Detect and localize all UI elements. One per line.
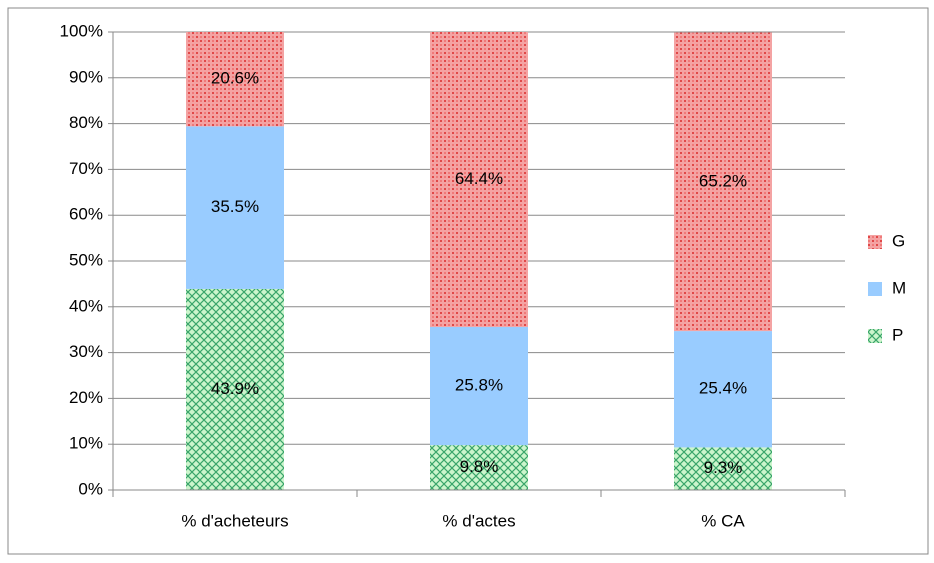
- y-tick-label: 70%: [69, 159, 103, 178]
- bar-segment: [674, 331, 772, 448]
- y-tick-label: 50%: [69, 250, 103, 269]
- bar-segment: [430, 32, 528, 327]
- legend-swatch: [868, 282, 882, 296]
- x-tick-label: % d'acheteurs: [181, 511, 288, 530]
- bar-segment: [430, 445, 528, 490]
- y-tick-label: 100%: [60, 21, 103, 40]
- data-label: 64.4%: [455, 169, 503, 188]
- data-label: 9.3%: [704, 458, 743, 477]
- x-tick-label: % d'actes: [442, 511, 515, 530]
- y-tick-label: 40%: [69, 296, 103, 315]
- legend-swatch: [868, 235, 882, 249]
- data-label: 65.2%: [699, 171, 747, 190]
- y-tick-label: 30%: [69, 342, 103, 361]
- data-label: 25.8%: [455, 376, 503, 395]
- y-tick-label: 0%: [78, 479, 103, 498]
- bar-segment: [186, 32, 284, 127]
- legend-label: M: [892, 278, 906, 297]
- x-tick-label: % CA: [701, 511, 745, 530]
- y-tick-label: 60%: [69, 205, 103, 224]
- y-tick-label: 20%: [69, 388, 103, 407]
- legend-label: P: [892, 325, 903, 344]
- y-tick-label: 80%: [69, 113, 103, 132]
- data-label: 9.8%: [460, 457, 499, 476]
- data-label: 35.5%: [211, 197, 259, 216]
- data-label: 25.4%: [699, 379, 747, 398]
- legend-swatch: [868, 329, 882, 343]
- legend-label: G: [892, 231, 905, 250]
- data-label: 43.9%: [211, 379, 259, 398]
- bar-segment: [674, 447, 772, 490]
- y-tick-label: 10%: [69, 434, 103, 453]
- y-tick-label: 90%: [69, 67, 103, 86]
- bar-segment: [674, 32, 772, 332]
- bar-segment: [186, 288, 284, 490]
- data-label: 20.6%: [211, 69, 259, 88]
- bar-segment: [186, 126, 284, 289]
- bar-segment: [430, 326, 528, 446]
